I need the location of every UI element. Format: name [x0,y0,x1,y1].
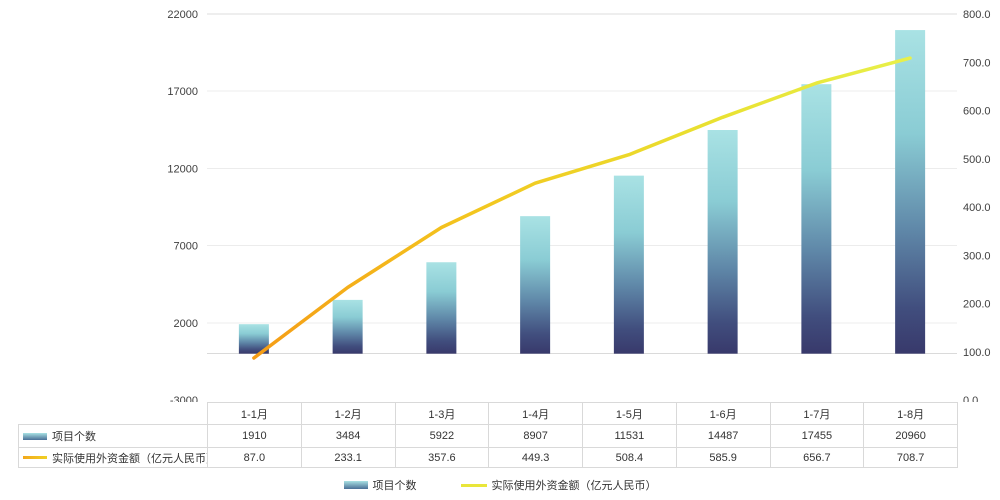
chart-legend: 项目个数 实际使用外资金额（亿元人民币） [0,476,1000,494]
month-header-cell: 1-7月 [769,402,865,425]
value-cell: 11531 [582,424,677,448]
bar-1-7月 [801,84,832,354]
left-axis-tick-label: -3000 [170,395,198,402]
bar-series-swatch-icon [23,432,47,440]
left-axis-tick-label: 22000 [167,9,198,21]
bar-1-5月 [613,175,644,354]
legend-bar-swatch-icon [343,481,368,489]
legend-label: 实际使用外资金额（亿元人民币） [491,480,657,492]
value-cell: 87.0 [207,447,302,468]
right-axis-tick-label: 500.0 [963,154,991,166]
right-axis-tick-label: 200.0 [963,299,991,311]
value-cell: 508.4 [582,447,677,468]
month-header-cell: 1-4月 [488,402,583,425]
row-label: 实际使用外资金额（亿元人民币） [52,452,208,465]
bar-1-2月 [332,299,363,354]
table-row: 实际使用外资金额（亿元人民币） 87.0 233.1 357.6 449.3 508.4 5… [18,447,958,468]
left-axis-tick-label: 12000 [167,163,198,175]
value-cell: 585.9 [675,447,771,468]
left-axis-tick-label: 7000 [174,241,198,253]
row-label-cell: 实际使用外资金额（亿元人民币） [18,447,208,468]
month-header-cell: 1-1月 [207,402,302,425]
legend-item: 实际使用外资金额（亿元人民币） [460,477,657,493]
value-cell: 357.6 [394,447,490,468]
legend-item: 项目个数 [343,477,417,493]
month-header-cell: 1-8月 [863,402,958,425]
month-header-cell: 1-5月 [582,402,677,425]
right-axis-tick-label: 400.0 [963,202,991,214]
value-cell: 8907 [488,424,583,448]
table-corner-cell [18,402,208,425]
month-header-cell: 1-2月 [300,402,396,425]
table-row: 项目个数 1910 3484 5922 8907 11531 14487 17455 20960 [18,424,958,448]
value-cell: 233.1 [300,447,396,468]
value-cell: 20960 [863,424,958,448]
row-label: 项目个数 [52,431,96,443]
value-cell: 3484 [300,424,396,448]
legend-line-swatch-icon [460,483,487,487]
bar-1-3月 [426,262,457,354]
right-axis-tick-label: 0.0 [963,395,978,402]
value-cell: 708.7 [863,447,958,468]
bar-1-6月 [707,130,738,354]
bar-1-4月 [520,216,551,354]
value-cell: 5922 [394,424,490,448]
left-axis-tick-label: 2000 [174,318,198,330]
data-table: 1-1月 1-2月 1-3月 1-4月 1-5月 1-6月 1-7月 1-8月项目个数 1910… [18,402,958,468]
right-axis-tick-label: 300.0 [963,250,991,262]
value-cell: 1910 [207,424,302,448]
legend-label: 项目个数 [372,480,417,492]
right-axis-tick-label: 700.0 [963,57,991,69]
bar-1-8月 [895,30,926,354]
value-cell: 17455 [769,424,865,448]
right-axis-tick-label: 800.0 [963,9,991,21]
table-months-row: 1-1月 1-2月 1-3月 1-4月 1-5月 1-6月 1-7月 1-8月 [18,402,958,425]
value-cell: 14487 [675,424,771,448]
month-header-cell: 1-3月 [394,402,490,425]
row-label-cell: 项目个数 [18,424,208,448]
line-series-swatch-icon [23,456,47,460]
value-cell: 449.3 [488,447,583,468]
line-series [252,56,912,360]
combo-chart: -3000 2000 7000 12000 17000 22000 0.0 100.0 200.… [167,9,991,402]
value-cell: 656.7 [769,447,865,468]
month-header-cell: 1-6月 [675,402,771,425]
left-axis-tick-label: 17000 [167,86,198,98]
right-axis-tick-label: 100.0 [963,347,991,359]
right-axis-tick-label: 600.0 [963,106,991,118]
